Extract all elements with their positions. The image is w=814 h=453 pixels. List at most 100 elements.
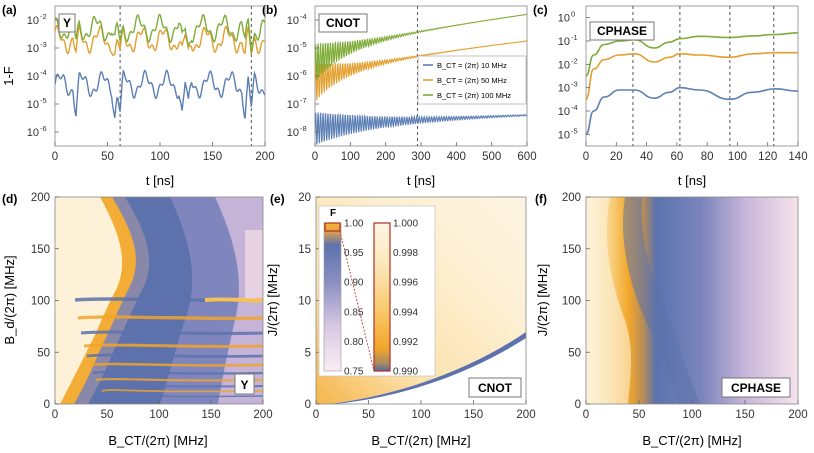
panel-label-b: (b) xyxy=(262,3,277,17)
y-tick-label: 10 xyxy=(298,296,311,308)
x-tick-label: 100 xyxy=(341,151,360,163)
x-tick-label: 400 xyxy=(447,151,466,163)
x-tick-label: 120 xyxy=(758,151,777,163)
colorbar-zoom-connector xyxy=(339,230,375,372)
panel-label-a: (a) xyxy=(2,3,17,17)
series-line-1 xyxy=(315,112,527,145)
chart-e-colorbar: F 1.00 0.95 0.90 0.85 0.80 0.75 1.000 0.998 0.99… xyxy=(318,205,436,378)
y-tick-label: 10 xyxy=(558,83,570,95)
chart-f-gate-label: CPHASE xyxy=(731,381,781,395)
colorbar-zoom-marker xyxy=(324,222,341,232)
x-tick-label: 0 xyxy=(583,409,589,421)
y-tick-exponent: -7 xyxy=(300,96,307,105)
heatmap-band xyxy=(95,377,263,382)
series-line-1 xyxy=(55,69,265,119)
chart-f-heatmap xyxy=(586,197,798,404)
heatmap-band xyxy=(101,389,263,393)
y-tick-label: 50 xyxy=(568,347,581,359)
colorbar-full-tick-label: 0.85 xyxy=(344,307,364,318)
x-tick-label: 150 xyxy=(201,409,220,421)
chart-e-xlabel: B_CT/(2π) [MHz] xyxy=(371,433,470,448)
heatmap-band xyxy=(86,353,263,358)
colorbar-zoom-tick-label: 0.998 xyxy=(393,248,418,259)
x-tick-label: 200 xyxy=(376,151,395,163)
colorbar-full xyxy=(323,222,342,372)
chart-b-gate-label: CNOT xyxy=(326,16,361,30)
panel-label-f: (f) xyxy=(535,192,547,206)
chart-e-gate-box xyxy=(468,377,522,398)
x-tick-label: 100 xyxy=(682,409,701,421)
y-tick-label: 20 xyxy=(298,192,311,204)
y-tick-label: 10 xyxy=(27,127,39,139)
chart-d-ylabel: B_d/(2π) [MHz] xyxy=(2,255,17,344)
y-tick-exponent: -4 xyxy=(571,103,578,112)
x-tick-label: 140 xyxy=(788,151,807,163)
heatmap-band xyxy=(92,370,263,375)
colorbar-full-tick-label: 0.90 xyxy=(344,278,364,289)
y-tick-label: 0 xyxy=(575,399,581,411)
series-line-1 xyxy=(586,86,798,136)
y-tick-label: 10 xyxy=(558,106,570,118)
chart-d-heatmap xyxy=(55,197,263,404)
panel-label-e: (e) xyxy=(270,192,285,206)
series-line-3 xyxy=(315,13,527,81)
y-tick-exponent: -4 xyxy=(40,68,47,77)
chart-f-gate-box xyxy=(721,377,791,398)
x-tick-label: 50 xyxy=(633,409,646,421)
y-tick-label: 200 xyxy=(562,192,581,204)
y-tick-exponent: -5 xyxy=(300,40,307,49)
series-line-2 xyxy=(55,23,265,56)
colorbar-zoom-tick-label: 0.994 xyxy=(393,307,418,318)
legend-label-100mhz: B_CT = (2π) 100 MHz xyxy=(437,91,511,100)
chart-b-gate-box xyxy=(318,13,368,33)
heatmap-band xyxy=(89,362,263,367)
y-tick-exponent: -5 xyxy=(40,96,47,105)
x-tick-label: 100 xyxy=(411,409,430,421)
colorbar-zoom-tick-label: 0.990 xyxy=(393,367,418,378)
colorbar-full-tick-label: 0.95 xyxy=(344,248,364,259)
chart-c-xlabel: t [ns] xyxy=(678,173,706,188)
y-tick-label: 10 xyxy=(558,129,570,141)
heatmap-band xyxy=(80,330,263,336)
chart-b-legend: B_CT = (2π) 10 MHz B_CT = (2π) 50 MHz B_… xyxy=(417,55,527,105)
y-tick-label: 10 xyxy=(287,99,299,111)
y-tick-label: 15 xyxy=(298,244,311,256)
y-tick-label: 5 xyxy=(305,347,311,359)
series-line-3 xyxy=(586,32,798,77)
y-tick-exponent: -5 xyxy=(571,126,578,135)
x-tick-label: 150 xyxy=(735,409,754,421)
y-tick-exponent: -2 xyxy=(571,56,578,65)
y-tick-label: 50 xyxy=(37,347,50,359)
y-tick-label: 10 xyxy=(27,43,39,55)
y-tick-label: 100 xyxy=(562,296,581,308)
y-tick-exponent: -4 xyxy=(300,12,307,21)
y-tick-label: 10 xyxy=(27,15,39,27)
y-tick-label: 150 xyxy=(562,244,581,256)
x-tick-label: 150 xyxy=(203,151,222,163)
chart-e: 0 50 100 150 200 0 5 10 15 20 F 1.00 0.95 0.90 0.85 0… xyxy=(265,192,536,448)
x-tick-label: 200 xyxy=(516,409,535,421)
chart-a-xlabel: t [ns] xyxy=(146,173,174,188)
colorbar-full-tick-label: 0.75 xyxy=(344,367,364,378)
chart-b-legend-box xyxy=(417,55,527,105)
x-tick-label: 0 xyxy=(583,151,589,163)
chart-c-gate-box xyxy=(589,21,655,41)
colorbar-full-tick-label: 1.00 xyxy=(344,219,364,230)
x-tick-label: 0 xyxy=(313,409,319,421)
chart-d-gate-box xyxy=(234,373,255,395)
heatmap-band xyxy=(98,384,263,388)
y-tick-label: 100 xyxy=(31,296,50,308)
y-tick-label: 10 xyxy=(558,59,570,71)
y-tick-label: 10 xyxy=(27,99,39,111)
colorbar-full-tick-label: 0.80 xyxy=(344,337,364,348)
y-tick-label: 10 xyxy=(287,71,299,83)
chart-d: 0 50 100 150 200 0 50 100 150 200 Y B_CT/(2π) [MH… xyxy=(2,192,273,448)
x-tick-label: 200 xyxy=(788,409,807,421)
x-tick-label: 60 xyxy=(670,151,683,163)
x-tick-label: 40 xyxy=(640,151,653,163)
y-tick-label: 10 xyxy=(287,43,299,55)
series-line-3 xyxy=(55,13,265,53)
legend-label-10mhz: B_CT = (2π) 10 MHz xyxy=(437,61,507,70)
